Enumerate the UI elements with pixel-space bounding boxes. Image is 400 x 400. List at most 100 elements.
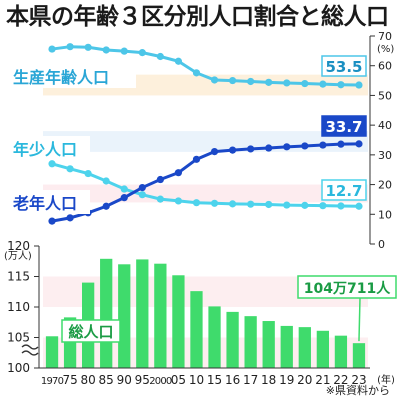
x-tick-label: 23 bbox=[351, 373, 366, 387]
data-point bbox=[301, 201, 309, 209]
series-name-bg bbox=[10, 136, 90, 160]
x-tick-label: 19 bbox=[279, 373, 294, 387]
data-point bbox=[210, 199, 219, 207]
data-point bbox=[301, 79, 309, 88]
data-point bbox=[337, 140, 345, 148]
series-name: 年少人口 bbox=[13, 140, 77, 159]
population-bar bbox=[226, 311, 239, 368]
x-tick-label: 15 bbox=[207, 373, 222, 387]
data-point bbox=[156, 195, 164, 203]
population-bar bbox=[334, 335, 348, 368]
x-unit: (年) bbox=[377, 373, 395, 386]
end-value-label: 53.5 bbox=[325, 58, 362, 76]
data-point bbox=[102, 202, 110, 210]
x-tick-label: 85 bbox=[99, 373, 114, 387]
x-tick-label: 90 bbox=[117, 373, 132, 387]
data-point bbox=[228, 76, 237, 85]
data-point bbox=[120, 47, 128, 55]
data-point bbox=[228, 146, 237, 154]
data-point bbox=[174, 169, 183, 177]
data-point bbox=[337, 202, 345, 210]
data-point bbox=[228, 200, 237, 208]
x-tick-label: 21 bbox=[315, 373, 330, 387]
population-bar bbox=[352, 343, 366, 368]
source-note: ※県資料から bbox=[325, 384, 390, 397]
x-tick-label: 95 bbox=[135, 373, 150, 387]
data-point bbox=[192, 155, 201, 163]
data-point bbox=[319, 80, 327, 88]
upper-y-tick-label: 50 bbox=[378, 89, 392, 102]
upper-chart-background bbox=[43, 74, 368, 203]
population-bar bbox=[172, 275, 185, 368]
upper-y-tick-label: 70 bbox=[378, 30, 392, 43]
youth-band bbox=[43, 131, 368, 152]
upper-y-tick-label: 40 bbox=[378, 119, 392, 132]
x-tick-label: 1970 bbox=[41, 376, 64, 387]
data-point bbox=[120, 185, 128, 193]
data-point bbox=[66, 165, 74, 173]
population-bar bbox=[280, 325, 293, 368]
series-name-bg bbox=[10, 190, 90, 214]
x-tick-label: 16 bbox=[225, 373, 240, 387]
axes: 010203040506070(%)100105110115120(万人)197… bbox=[4, 30, 395, 387]
data-point bbox=[48, 45, 56, 53]
upper-y-tick-label: 60 bbox=[378, 60, 392, 73]
data-point bbox=[247, 145, 255, 153]
x-tick-label: 18 bbox=[261, 373, 276, 387]
x-tick-label: 2000 bbox=[149, 376, 172, 387]
data-point bbox=[102, 46, 110, 54]
series-name: 生産年齢人口 bbox=[13, 68, 109, 87]
population-bar bbox=[244, 316, 257, 368]
data-point bbox=[319, 141, 327, 149]
data-point bbox=[138, 49, 146, 57]
data-point bbox=[301, 142, 309, 150]
data-point bbox=[156, 52, 164, 61]
x-tick-label: 20 bbox=[297, 373, 312, 387]
data-point bbox=[355, 202, 363, 210]
data-point bbox=[66, 43, 74, 51]
population-bar bbox=[154, 263, 167, 368]
total-label-box bbox=[61, 319, 121, 343]
x-tick-label: 17 bbox=[243, 373, 258, 387]
population-bar bbox=[118, 264, 131, 368]
data-point bbox=[120, 194, 128, 202]
data-point bbox=[355, 81, 363, 89]
population-bar bbox=[208, 306, 221, 368]
upper-y-tick-label: 10 bbox=[378, 208, 392, 221]
series-line bbox=[51, 142, 359, 223]
upper-y-unit: (%) bbox=[377, 44, 394, 55]
x-tick-label: 75 bbox=[62, 373, 77, 387]
data-point bbox=[48, 160, 56, 168]
series-name-bg bbox=[10, 64, 136, 88]
data-point bbox=[48, 217, 56, 225]
series-2 bbox=[48, 140, 363, 225]
callout-leader bbox=[358, 297, 361, 342]
data-point bbox=[265, 200, 273, 209]
end-value-box bbox=[321, 55, 367, 77]
end-value-box bbox=[297, 275, 397, 299]
axis-break-mark bbox=[21, 344, 39, 356]
data-point bbox=[283, 201, 291, 209]
data-point bbox=[174, 57, 183, 65]
data-point bbox=[355, 140, 363, 148]
data-point bbox=[66, 214, 74, 222]
data-point bbox=[283, 143, 291, 151]
x-tick-label: 80 bbox=[80, 373, 95, 387]
population-bar bbox=[298, 327, 311, 368]
end-value-label: 104万711人 bbox=[304, 280, 391, 297]
data-point bbox=[210, 76, 219, 84]
end-value-label: 33.7 bbox=[325, 118, 362, 136]
series-name: 老年人口 bbox=[12, 194, 77, 213]
total-label: 総人口 bbox=[68, 323, 113, 341]
upper-y-tick-label: 0 bbox=[378, 238, 385, 251]
data-point bbox=[102, 177, 110, 185]
x-tick-label: 22 bbox=[333, 373, 348, 387]
lower-y-tick-label: 110 bbox=[7, 300, 30, 314]
population-bar bbox=[136, 259, 149, 368]
end-value-box bbox=[321, 115, 367, 137]
data-point bbox=[210, 147, 219, 156]
population-bar bbox=[190, 291, 203, 368]
lower-y-tick-label: 120 bbox=[7, 239, 30, 253]
